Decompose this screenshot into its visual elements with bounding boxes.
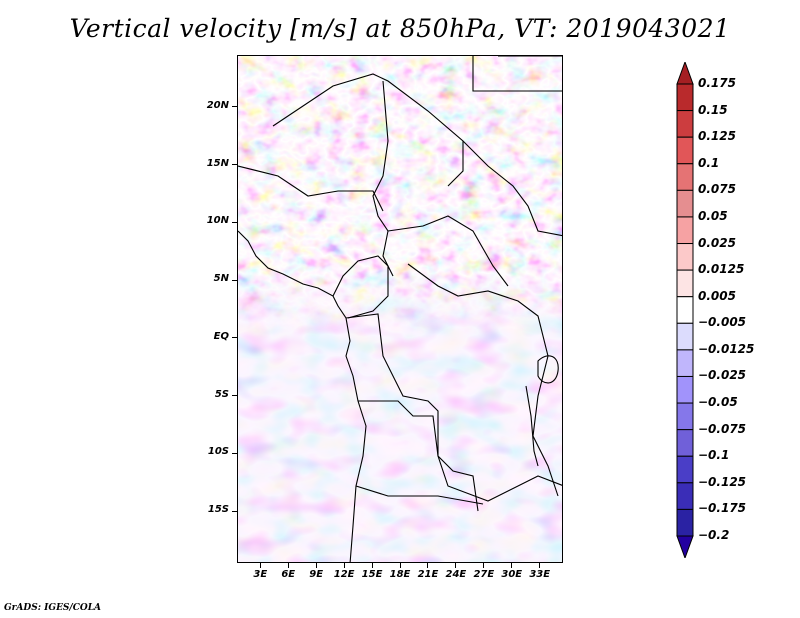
y-tick bbox=[232, 337, 237, 339]
colorbar-bin bbox=[676, 110, 694, 138]
colorbar-bin bbox=[676, 163, 694, 191]
x-tick bbox=[371, 563, 373, 568]
x-tick-label: 9E bbox=[309, 569, 324, 580]
x-tick-label: 3E bbox=[253, 569, 268, 580]
colorbar-bin bbox=[676, 296, 694, 324]
colorbar-label: 0.15 bbox=[698, 102, 728, 117]
lake-victoria bbox=[537, 355, 559, 384]
x-tick-label: 27E bbox=[473, 569, 495, 580]
boundary-drc-east bbox=[407, 263, 559, 497]
boundary-congo bbox=[345, 313, 479, 512]
x-tick-label: 33E bbox=[529, 569, 551, 580]
colorbar-bin bbox=[676, 402, 694, 431]
colorbar-label: 0.005 bbox=[698, 288, 736, 303]
field-sahel-band bbox=[238, 56, 562, 562]
colorbar-label: −0.05 bbox=[698, 395, 738, 410]
x-tick bbox=[343, 563, 345, 568]
lake-tanganyika bbox=[525, 385, 539, 467]
y-tick-label: 10N bbox=[206, 215, 229, 227]
colorbar bbox=[676, 62, 694, 558]
colorbar-label: −0.075 bbox=[698, 421, 747, 436]
colorbar-bin bbox=[676, 482, 694, 510]
y-tick bbox=[232, 164, 237, 166]
colorbar-bin bbox=[676, 269, 694, 298]
y-tick bbox=[232, 510, 237, 512]
x-tick-label: 21E bbox=[417, 569, 439, 580]
y-tick-label: 5N bbox=[213, 273, 229, 285]
colorbar-label: −0.2 bbox=[698, 528, 730, 542]
boundary-chad bbox=[372, 80, 394, 277]
x-tick bbox=[259, 563, 261, 568]
colorbar-bin bbox=[676, 375, 694, 404]
y-tick-label: EQ bbox=[213, 330, 229, 342]
x-tick-label: 6E bbox=[281, 569, 296, 580]
y-tick bbox=[232, 395, 237, 397]
colorbar-label: −0.1 bbox=[698, 448, 730, 463]
colorbar-label: 0.025 bbox=[698, 235, 736, 250]
colorbar-label: 0.1 bbox=[698, 155, 720, 170]
x-tick-label: 12E bbox=[333, 569, 355, 580]
colorbar-bin bbox=[676, 83, 694, 112]
boundary-angola bbox=[355, 400, 484, 505]
colorbar-bin bbox=[676, 429, 694, 457]
x-tick-label: 15E bbox=[361, 569, 383, 580]
colorbar-bin bbox=[676, 508, 694, 537]
y-tick bbox=[232, 106, 237, 108]
y-tick-label: 10S bbox=[207, 446, 229, 458]
velocity-field bbox=[238, 56, 562, 562]
colorbar-bin bbox=[676, 189, 694, 218]
x-tick bbox=[455, 563, 457, 568]
boundary-south bbox=[437, 455, 562, 502]
colorbar-bin bbox=[676, 216, 694, 245]
colorbar-label: 0.0125 bbox=[698, 262, 745, 277]
y-tick bbox=[232, 221, 237, 223]
x-tick-label: 30E bbox=[501, 569, 523, 580]
colorbar-label: 0.05 bbox=[698, 208, 728, 223]
colorbar-label: 0.125 bbox=[698, 129, 736, 144]
x-tick bbox=[511, 563, 513, 568]
x-tick bbox=[399, 563, 401, 568]
y-tick-label: 15S bbox=[207, 504, 229, 516]
colorbar-label: 0.075 bbox=[698, 182, 736, 197]
colorbar-label: 0.175 bbox=[698, 76, 736, 90]
colorbar-extend-max bbox=[676, 62, 694, 85]
x-tick bbox=[539, 563, 541, 568]
y-tick bbox=[232, 452, 237, 454]
x-tick bbox=[483, 563, 485, 568]
boundary-car bbox=[387, 215, 509, 287]
map-plot-area bbox=[237, 55, 563, 563]
chart-title: Vertical velocity [m/s] at 850hPa, VT: 2… bbox=[69, 14, 731, 43]
country-boundaries bbox=[238, 56, 562, 562]
colorbar-label: −0.125 bbox=[698, 474, 747, 489]
x-tick bbox=[315, 563, 317, 568]
colorbar-bin bbox=[676, 243, 694, 271]
footer-credit: GrADS: IGES/COLA bbox=[4, 603, 102, 613]
colorbar-extend-min bbox=[676, 535, 694, 558]
boundary-nigeria bbox=[238, 165, 384, 212]
colorbar-label: −0.025 bbox=[698, 368, 747, 383]
y-tick-label: 20N bbox=[206, 99, 229, 111]
boundary-east bbox=[462, 56, 562, 237]
colorbar-label: −0.175 bbox=[698, 501, 747, 516]
y-tick-label: 5S bbox=[214, 388, 229, 400]
colorbar-label: −0.0125 bbox=[698, 341, 755, 356]
boundary-cameroon bbox=[332, 255, 389, 319]
x-tick-label: 24E bbox=[445, 569, 467, 580]
boundary-niger bbox=[272, 73, 464, 187]
y-tick bbox=[232, 279, 237, 281]
colorbar-bin bbox=[676, 349, 694, 377]
y-tick-label: 15N bbox=[206, 157, 229, 169]
colorbar-bin bbox=[676, 322, 694, 351]
x-tick bbox=[427, 563, 429, 568]
colorbar-label: −0.005 bbox=[698, 315, 747, 330]
x-tick-label: 18E bbox=[389, 569, 411, 580]
colorbar-bin bbox=[676, 455, 694, 484]
x-tick bbox=[287, 563, 289, 568]
colorbar-bin bbox=[676, 136, 694, 165]
